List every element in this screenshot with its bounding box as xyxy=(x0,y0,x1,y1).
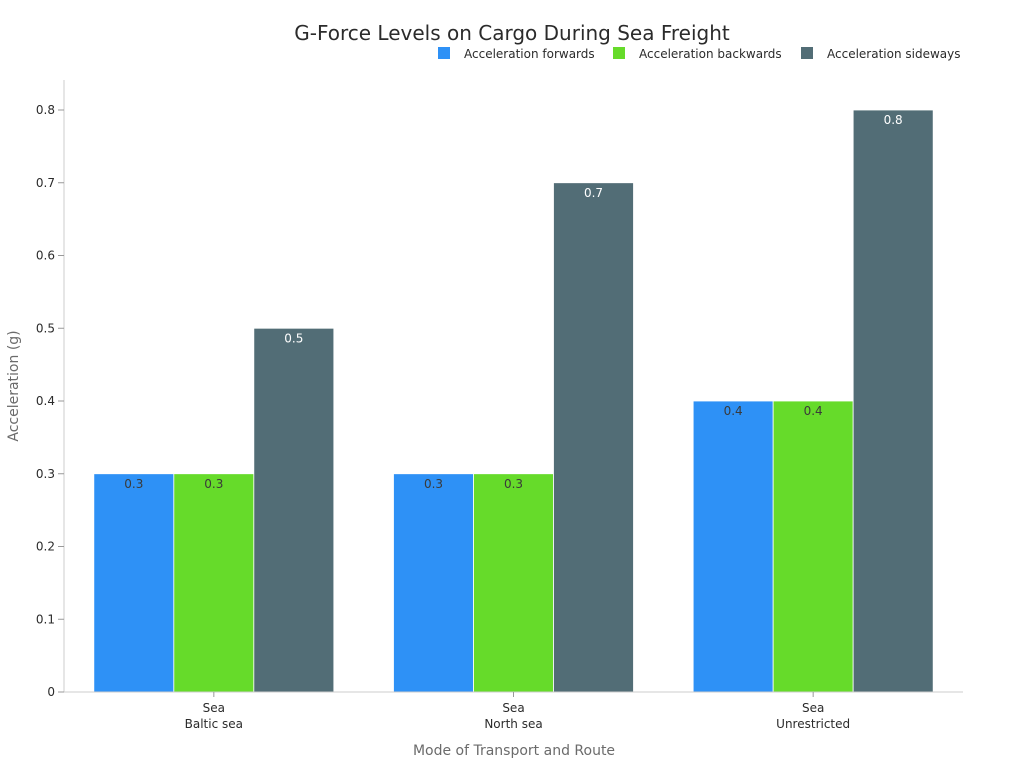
y-axis-title: Acceleration (g) xyxy=(6,330,22,441)
x-axis-title: Mode of Transport and Route xyxy=(413,743,615,759)
legend-label: Acceleration sideways xyxy=(827,47,961,61)
bar-acceleration-forwards xyxy=(393,473,474,693)
legend-item[interactable]: Acceleration forwards xyxy=(438,47,595,61)
legend-item[interactable]: Acceleration backwards xyxy=(613,47,782,61)
y-tick-label: 0.2 xyxy=(36,540,55,554)
bar-acceleration-backwards xyxy=(772,400,854,693)
x-tick-label-line1: Sea xyxy=(502,701,524,715)
bar-value-label: 0.4 xyxy=(724,404,743,418)
legend-swatch xyxy=(613,47,625,59)
bar-value-label: 0.3 xyxy=(204,477,223,491)
bar-acceleration-forwards xyxy=(692,400,774,693)
y-axis: 0 0.1 0.2 0.3 0.4 0.5 0.6 0.7 0.8 xyxy=(36,80,65,699)
y-tick-label: 0.3 xyxy=(36,467,55,481)
legend-swatch xyxy=(801,47,813,59)
x-tick-label-line2: North sea xyxy=(484,717,542,731)
y-tick-label: 0.5 xyxy=(36,321,55,335)
x-tick-label-line1: Sea xyxy=(203,701,225,715)
bar-value-label: 0.8 xyxy=(884,113,903,127)
bar-acceleration-forwards xyxy=(93,473,175,693)
x-tick-label-line2: Unrestricted xyxy=(776,717,850,731)
x-tick-label-line1: Sea xyxy=(802,701,824,715)
x-axis: Sea Baltic sea Sea North sea Sea Unrestricted xyxy=(64,691,963,731)
legend-swatch xyxy=(438,47,450,59)
bar-acceleration-sideways xyxy=(553,182,634,693)
bar-value-label: 0.4 xyxy=(804,404,823,418)
chart-title: G-Force Levels on Cargo During Sea Freig… xyxy=(294,21,730,45)
bars xyxy=(93,109,934,693)
bar-value-label: 0.3 xyxy=(504,477,523,491)
legend-item[interactable]: Acceleration sideways xyxy=(801,47,961,61)
bar-labels: 0.3 0.3 0.5 0.3 0.3 0.7 0.4 0.4 0.8 xyxy=(124,113,902,491)
y-tick-label: 0.1 xyxy=(36,612,55,626)
bar-value-label: 0.3 xyxy=(424,477,443,491)
bar-acceleration-backwards xyxy=(473,473,554,693)
legend-label: Acceleration forwards xyxy=(464,47,595,61)
x-tick-label-line2: Baltic sea xyxy=(185,717,243,731)
y-tick-label: 0.4 xyxy=(36,394,55,408)
y-tick-label: 0.8 xyxy=(36,103,55,117)
bar-value-label: 0.5 xyxy=(284,331,303,345)
legend: Acceleration forwards Acceleration backwa… xyxy=(438,47,961,61)
y-tick-label: 0.6 xyxy=(36,249,55,263)
bar-acceleration-backwards xyxy=(173,473,255,693)
legend-label: Acceleration backwards xyxy=(639,47,782,61)
bar-value-label: 0.7 xyxy=(584,186,603,200)
bar-acceleration-sideways xyxy=(852,109,934,693)
y-tick-label: 0.7 xyxy=(36,176,55,190)
y-tick-label: 0 xyxy=(47,685,55,699)
bar-acceleration-sideways xyxy=(253,327,335,693)
bar-value-label: 0.3 xyxy=(124,477,143,491)
